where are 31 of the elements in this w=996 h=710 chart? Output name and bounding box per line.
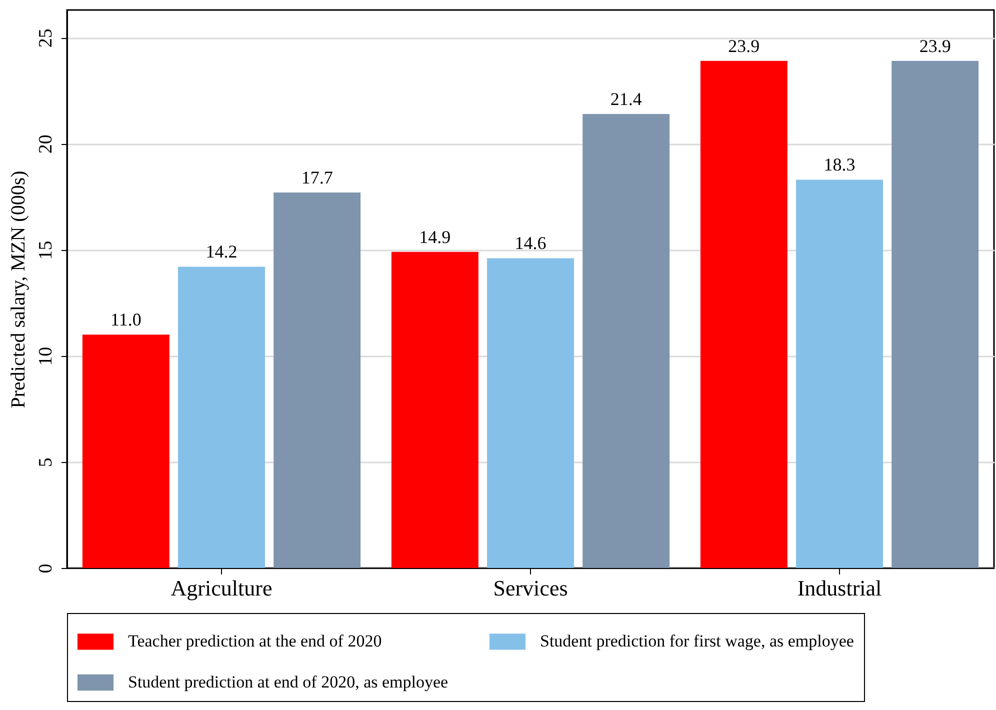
legend-label: Student prediction at end of 2020, as employee <box>128 672 448 692</box>
y-tick-label: 20 <box>36 134 56 154</box>
data-label: 18.3 <box>824 154 856 175</box>
legend-label: Teacher prediction at the end of 2020 <box>128 632 382 651</box>
y-tick-label: 0 <box>36 564 56 574</box>
bar <box>274 192 361 568</box>
y-tick-label: 15 <box>36 240 56 260</box>
data-label: 23.9 <box>919 36 951 56</box>
bar <box>582 114 670 568</box>
bar <box>487 258 574 568</box>
legend-label: Student prediction for first wage, as employee <box>540 632 854 651</box>
data-label: 14.6 <box>514 233 546 254</box>
bar <box>178 266 265 568</box>
data-label: 14.9 <box>419 226 451 247</box>
data-label: 21.4 <box>610 88 642 109</box>
x-tick-label: Industrial <box>797 576 882 600</box>
y-tick-label: 25 <box>36 28 56 48</box>
bar <box>82 334 170 568</box>
bar <box>700 60 788 568</box>
x-tick-label: Agriculture <box>170 576 272 600</box>
data-label: 23.9 <box>728 36 760 56</box>
data-label: 17.7 <box>301 167 333 188</box>
y-axis-title: Predicted salary, MZN (000s) <box>8 170 30 408</box>
data-label: 11.0 <box>110 310 142 330</box>
data-label: 14.2 <box>206 242 238 262</box>
bar <box>796 180 883 568</box>
y-tick-label: 10 <box>36 346 56 366</box>
bar <box>391 252 478 568</box>
bar <box>892 60 979 568</box>
y-tick-label: 5 <box>36 458 56 468</box>
x-tick-label: Services <box>493 576 568 600</box>
